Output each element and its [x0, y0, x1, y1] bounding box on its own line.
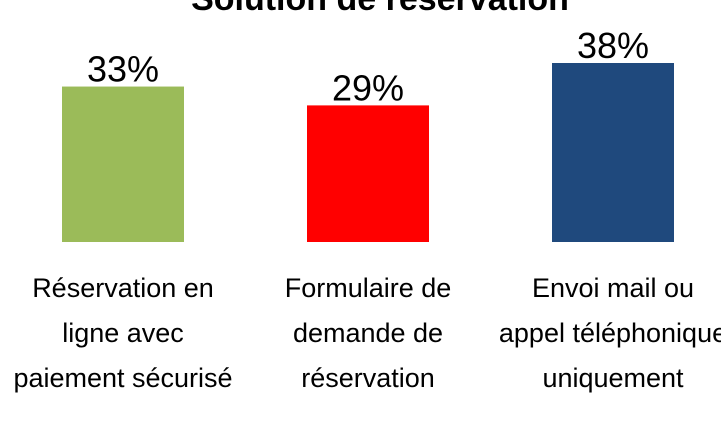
bar: [552, 63, 674, 242]
data-label: 38%: [577, 25, 649, 66]
data-label: 33%: [87, 49, 159, 90]
bar: [62, 86, 184, 242]
category-label: Envoi mail ou appel téléphonique uniquem…: [498, 273, 721, 393]
bar: [307, 105, 429, 242]
category-label: Formulaire de demande de réservation: [284, 273, 452, 393]
data-label: 29%: [332, 67, 404, 108]
chart-title: Solution de réservation: [191, 0, 569, 18]
category-label: Réservation en ligne avec paiement sécur…: [13, 273, 233, 393]
